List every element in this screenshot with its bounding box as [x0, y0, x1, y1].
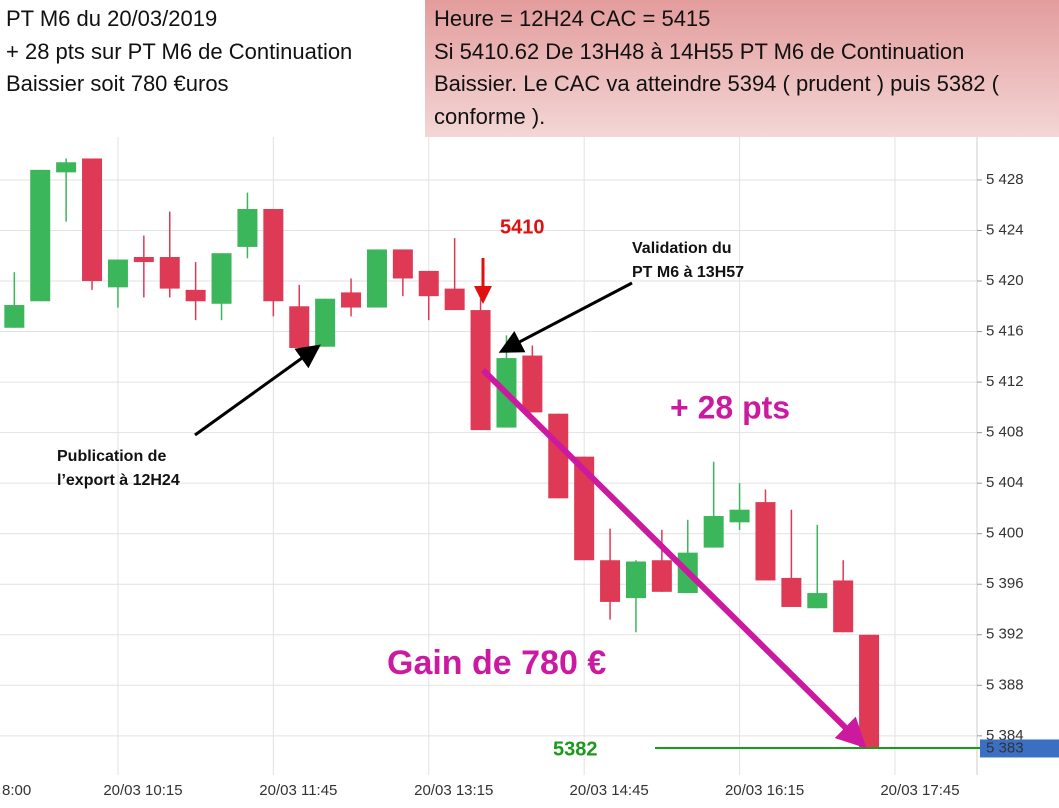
candle-body [548, 413, 569, 499]
y-tick-label: 5 408 [986, 424, 1024, 441]
comment-line: Si 5410.62 De 13H48 à 14H55 PT M6 de Con… [434, 39, 964, 64]
y-tick-label: 5 420 [986, 272, 1024, 289]
x-tick-label: 20/03 13:15 [414, 782, 493, 799]
y-tick-label: 5 400 [986, 525, 1024, 542]
x-tick-label: 20/03 16:15 [725, 782, 804, 799]
title-line: + 28 pts sur PT M6 de Continuation [6, 39, 352, 64]
x-tick-label: 8:00 [2, 782, 31, 799]
candle-body [807, 593, 828, 609]
comment-line: Baissier. Le CAC va atteindre 5394 ( pru… [434, 71, 1000, 96]
y-tick-label: 5 412 [986, 373, 1024, 390]
x-tick-label: 20/03 14:45 [570, 782, 649, 799]
y-tick-label: 5 396 [986, 575, 1024, 592]
candle-body [574, 456, 595, 561]
candle-body [703, 516, 724, 548]
candle-body [418, 270, 439, 297]
candle-body [444, 288, 465, 311]
comment-box [425, 0, 1059, 137]
y-tick-label: 5 404 [986, 474, 1024, 491]
plot-area [0, 137, 977, 775]
candle-body [211, 253, 232, 304]
gain-euros: Gain de 780 € [387, 644, 606, 682]
publication-label: Publication de [57, 448, 166, 465]
candle-body [237, 209, 258, 247]
candle-body [859, 634, 880, 749]
y-tick-label: 5 428 [986, 171, 1024, 188]
candle-body [4, 305, 25, 328]
publication-label: l’export à 12H24 [57, 472, 180, 489]
candle-body [159, 257, 180, 289]
title-line: Baissier soit 780 €uros [6, 71, 229, 96]
x-tick-label: 20/03 11:45 [259, 782, 337, 799]
last-price-tag [980, 739, 1059, 758]
candle-body [470, 310, 491, 431]
candle-body [755, 502, 776, 581]
candle-body [833, 580, 854, 633]
comment-line: Heure = 12H24 CAC = 5415 [434, 6, 710, 31]
comment-line: conforme ). [434, 104, 545, 129]
candle-body [56, 162, 77, 173]
entry-label: 5410 [500, 216, 545, 238]
y-tick-label: 5 388 [986, 676, 1024, 693]
candle-body [600, 560, 621, 602]
candle-body [315, 298, 336, 347]
publication-arrow [194, 344, 321, 437]
candle-body [522, 355, 543, 413]
y-tick-label: 5 416 [986, 323, 1024, 340]
validation-label: Validation du [632, 240, 732, 257]
candle-body [625, 561, 646, 599]
trend-arrow [480, 367, 867, 749]
x-tick-label: 20/03 10:15 [103, 782, 182, 799]
candle-body [82, 158, 103, 282]
validation-label: PT M6 à 13H57 [632, 264, 744, 281]
candle-body [781, 577, 802, 607]
candle-body [107, 259, 128, 288]
gain-points: + 28 pts [670, 389, 790, 425]
candle-body [651, 560, 672, 592]
y-tick-label: 5 392 [986, 626, 1024, 643]
target-label: 5382 [553, 738, 598, 760]
candle-body [263, 209, 284, 302]
y-tick-label: 5 424 [986, 221, 1024, 238]
last-price-label: 5 383 [986, 739, 1024, 756]
candle-body [289, 306, 310, 348]
candle-body [366, 249, 387, 308]
candle-body [30, 169, 51, 302]
candle-body [185, 289, 206, 302]
title-line: PT M6 du 20/03/2019 [6, 6, 217, 31]
candle-body [729, 509, 750, 523]
candle-body [133, 257, 154, 263]
validation-arrow [498, 281, 633, 353]
candle-body [392, 249, 413, 279]
x-tick-label: 20/03 17:45 [880, 782, 959, 799]
candle-body [341, 292, 362, 308]
